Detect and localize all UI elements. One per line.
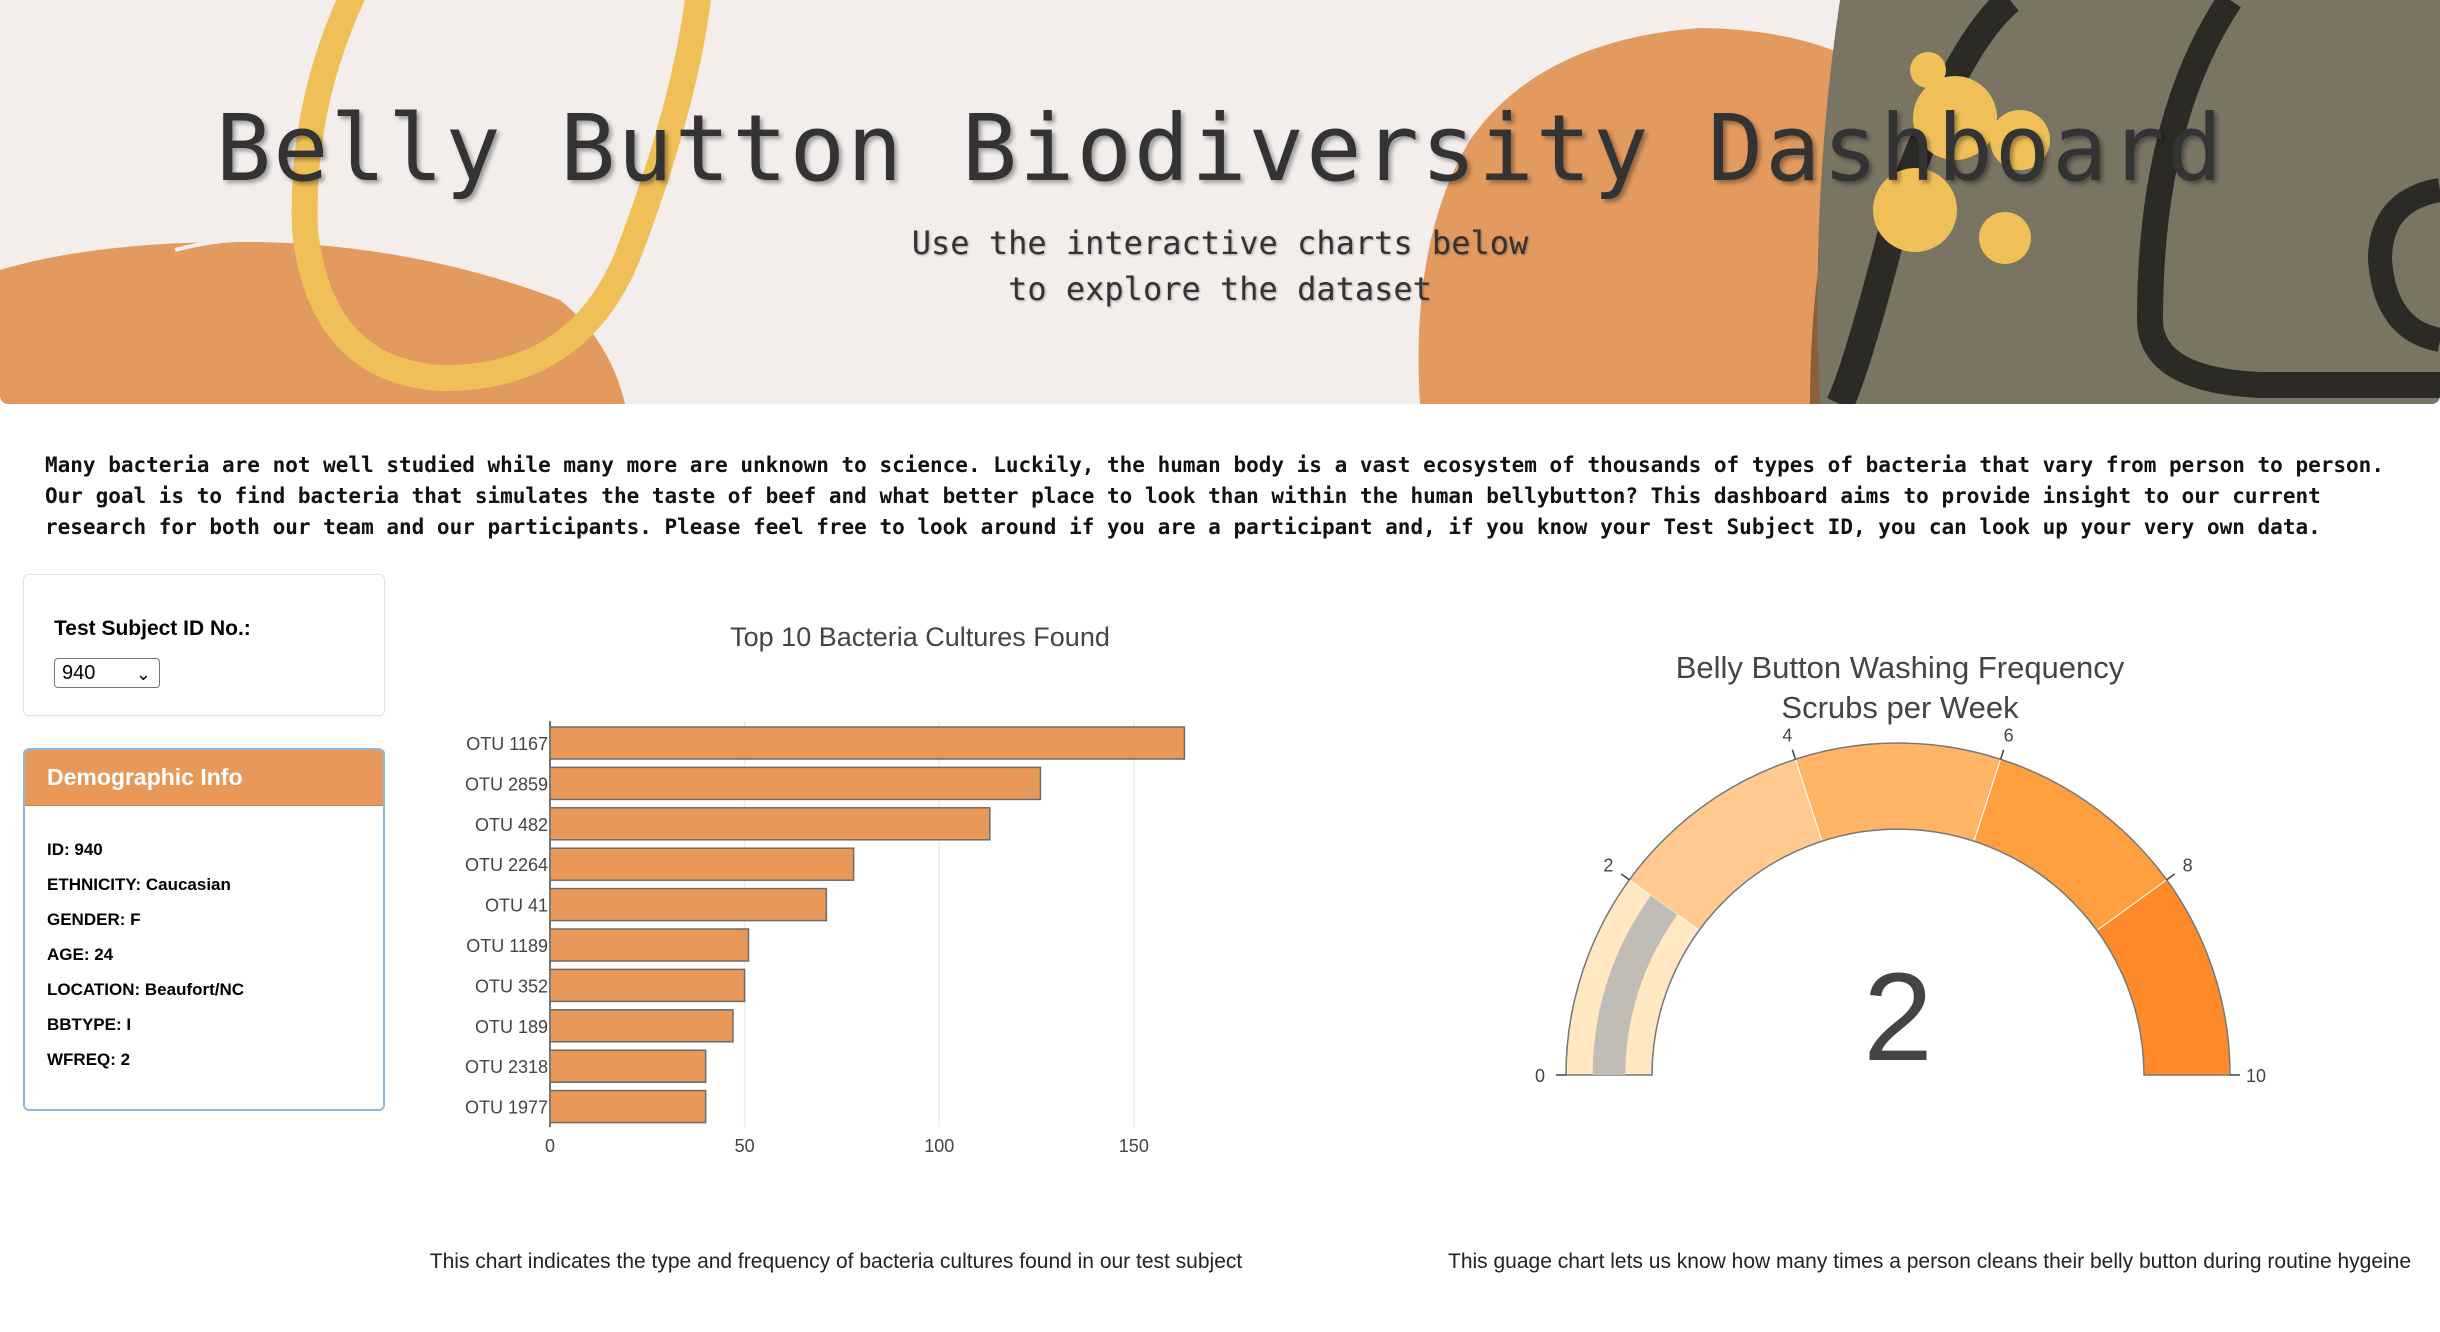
subtitle-line-1: Use the interactive charts below (911, 224, 1529, 262)
gauge-value-bar (1592, 895, 1678, 1075)
gauge-tick (2166, 873, 2176, 881)
demo-id: ID: 940 (47, 840, 103, 859)
bar (549, 968, 746, 1003)
gauge-outline (1565, 742, 2231, 1076)
gauge-chart-title: Belly Button Washing Frequency Scrubs pe… (1500, 648, 2300, 728)
bar-x-tick-label: 150 (1119, 1136, 1149, 1156)
bar-y-tick-label: OTU 482 (475, 815, 548, 835)
demo-age: AGE: 24 (47, 945, 114, 964)
bar-y-tick-label: OTU 189 (475, 1017, 548, 1037)
gauge-chart-caption: This guage chart lets us know how many t… (1448, 1250, 2412, 1273)
header-banner: Belly Button Biodiversity Dashboard Use … (0, 0, 2440, 404)
bar-chart-caption: This chart indicates the type and freque… (429, 1250, 1243, 1273)
bar-y-tick-label: OTU 1977 (465, 1098, 548, 1118)
bar-y-tick-label: OTU 352 (475, 976, 548, 996)
demo-gender: GENDER: F (47, 910, 141, 929)
subtitle-line-2: to explore the dataset (1008, 270, 1432, 308)
bar (549, 887, 828, 922)
bar-y-tick-label: OTU 1189 (466, 936, 548, 956)
gauge-tick-label: 10 (2246, 1066, 2266, 1086)
bar-y-tick-label: OTU 2264 (465, 855, 548, 875)
bar-y-tick-label: OTU 2318 (465, 1057, 548, 1077)
demographic-info-panel: Demographic Info ID: 940 ETHNICITY: Cauc… (23, 748, 385, 1111)
bar-x-tick-label: 50 (735, 1136, 755, 1156)
gauge-tick-label: 6 (2004, 726, 2014, 746)
bar (549, 1049, 707, 1083)
page-title: Belly Button Biodiversity Dashboard (215, 95, 2225, 202)
gauge-tick-label: 2 (1603, 856, 1613, 876)
gauge-step (1794, 742, 2002, 842)
gauge-tick-label: 8 (2183, 856, 2193, 876)
gauge-value-label: 2 (1863, 948, 1933, 1087)
gauge-tick (1791, 749, 1797, 760)
bar (549, 1089, 707, 1124)
header-decoration (0, 0, 2440, 404)
subject-select-panel: Test Subject ID No.: 940 ⌄ (23, 574, 385, 716)
gauge-tick (1620, 873, 1630, 881)
demographic-info-list: ID: 940 ETHNICITY: Caucasian GENDER: F A… (25, 806, 383, 1085)
gauge-title-line-1: Belly Button Washing Frequency (1675, 650, 2125, 685)
demographic-info-title: Demographic Info (25, 750, 383, 806)
subject-select-label: Test Subject ID No.: (54, 617, 251, 640)
subject-id-value: 940 (62, 662, 96, 684)
gauge-tick-label: 4 (1782, 726, 1792, 746)
bar-y-tick-label: OTU 2859 (465, 774, 548, 794)
demo-bbtype: BBTYPE: I (47, 1015, 132, 1034)
bar-chart-title: Top 10 Bacteria Cultures Found (730, 622, 1110, 652)
intro-paragraph: Many bacteria are not well studied while… (45, 453, 2384, 539)
bar (549, 847, 855, 881)
bar (549, 726, 1186, 760)
gauge-tick-label: 0 (1535, 1066, 1545, 1086)
subject-id-select[interactable]: 940 ⌄ (54, 658, 160, 688)
bar-x-tick-label: 100 (924, 1136, 954, 1156)
demo-wfreq: WFREQ: 2 (47, 1050, 131, 1069)
bar-y-tick-label: OTU 1167 (466, 734, 548, 754)
chevron-down-icon: ⌄ (135, 664, 151, 684)
bar (549, 928, 750, 962)
gauge-tick (1999, 749, 2005, 760)
demo-location: LOCATION: Beaufort/NC (47, 980, 245, 999)
page-subtitle: Use the interactive charts below to expl… (0, 220, 2440, 312)
bar-y-tick-label: OTU 41 (485, 896, 548, 916)
bar (549, 766, 1042, 801)
gauge-title-line-2: Scrubs per Week (1781, 690, 2019, 725)
bar (549, 807, 991, 841)
bar-x-tick-label: 0 (545, 1136, 555, 1156)
bar (549, 1009, 734, 1043)
demo-ethnicity: ETHNICITY: Caucasian (47, 875, 231, 894)
